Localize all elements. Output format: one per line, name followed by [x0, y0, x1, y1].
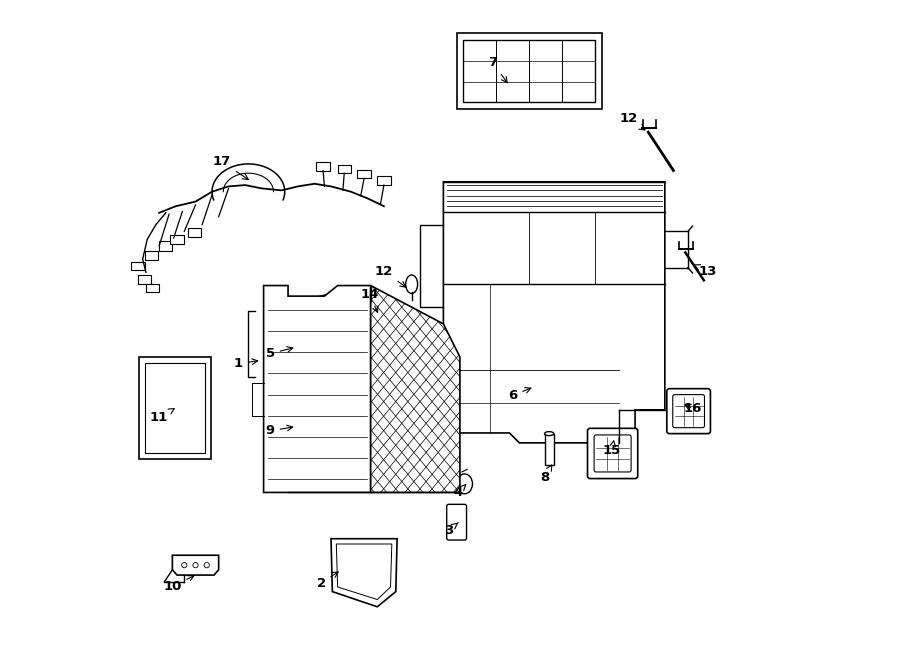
Circle shape: [290, 295, 372, 377]
FancyBboxPatch shape: [673, 395, 705, 428]
Bar: [145, 251, 158, 260]
Text: 11: 11: [150, 408, 175, 424]
Text: 9: 9: [266, 424, 292, 438]
Bar: [317, 162, 329, 171]
Bar: [544, 434, 554, 465]
Polygon shape: [444, 182, 665, 443]
Bar: [357, 170, 371, 178]
Polygon shape: [331, 539, 397, 607]
Ellipse shape: [406, 275, 418, 293]
Ellipse shape: [456, 474, 472, 494]
Text: 8: 8: [540, 465, 552, 484]
Text: 10: 10: [163, 576, 194, 594]
Bar: [170, 235, 184, 244]
Text: 15: 15: [603, 441, 621, 457]
Text: 12: 12: [619, 112, 645, 130]
Text: 14: 14: [360, 288, 379, 312]
Bar: [159, 241, 173, 251]
Text: 16: 16: [684, 402, 702, 415]
Polygon shape: [367, 305, 392, 332]
Ellipse shape: [544, 432, 554, 436]
Text: 4: 4: [454, 485, 465, 499]
Bar: [140, 357, 211, 459]
Bar: [456, 33, 602, 109]
Bar: [131, 262, 145, 270]
Text: 3: 3: [444, 523, 458, 537]
Circle shape: [204, 563, 210, 568]
Text: 17: 17: [212, 155, 248, 180]
Circle shape: [182, 563, 187, 568]
FancyBboxPatch shape: [588, 428, 638, 479]
Bar: [187, 228, 201, 237]
Polygon shape: [337, 544, 392, 600]
Bar: [303, 414, 320, 435]
Bar: [138, 275, 151, 284]
Text: 6: 6: [508, 387, 531, 402]
Polygon shape: [371, 286, 460, 492]
Text: 13: 13: [693, 264, 717, 278]
Polygon shape: [264, 286, 371, 492]
Bar: [146, 284, 159, 292]
Bar: [145, 363, 205, 453]
Text: 2: 2: [317, 572, 338, 590]
FancyBboxPatch shape: [446, 504, 466, 540]
Circle shape: [317, 321, 346, 350]
Polygon shape: [173, 555, 219, 575]
FancyBboxPatch shape: [594, 435, 631, 472]
Text: 5: 5: [266, 346, 292, 360]
Circle shape: [193, 563, 198, 568]
Text: 1: 1: [234, 357, 257, 370]
Bar: [377, 176, 391, 185]
Bar: [464, 40, 596, 102]
FancyBboxPatch shape: [667, 389, 710, 434]
Bar: [338, 165, 351, 173]
Text: 7: 7: [489, 56, 508, 83]
Text: 12: 12: [374, 264, 406, 287]
